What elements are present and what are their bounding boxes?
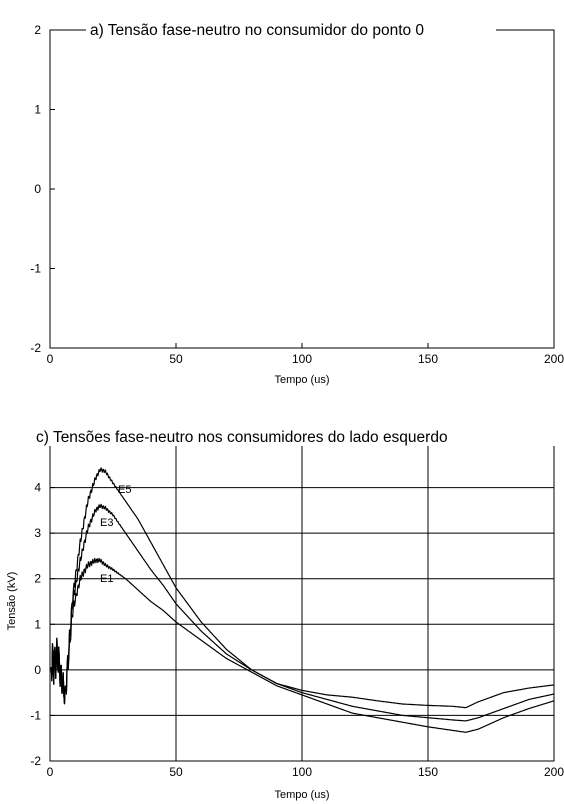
chart-a-title-background	[86, 14, 496, 40]
chart-a-ytick-label: 0	[34, 182, 41, 196]
chart-c-xlabel: Tempo (us)	[274, 789, 329, 801]
series-line-e3	[49, 503, 555, 722]
series-line-e5	[49, 467, 555, 709]
chart-a-ytick-label: -2	[30, 341, 41, 355]
chart-c-xtick-label: 100	[292, 765, 312, 779]
chart-a-xtick-label: 100	[292, 352, 312, 366]
chart-c-title: c) Tensões fase-neutro nos consumidores …	[36, 429, 448, 446]
chart-c-ytick-label: -2	[30, 754, 41, 768]
chart-c-ticks: 050100150200543210-1-2	[30, 435, 564, 779]
chart-a-ytick-label: 2	[34, 23, 41, 37]
chart-c-ytick-label: 2	[34, 572, 41, 586]
chart-a-plot-frame	[49, 29, 555, 349]
chart-a-ytick-label: 1	[34, 103, 41, 117]
chart-a-ticks: 0 50 100 150 200 2 1 0 -1 -2	[30, 23, 564, 366]
chart-c-ylabel: Tensão (kV)	[6, 572, 18, 631]
series-label-e3: E3	[100, 517, 113, 529]
chart-c-xtick-label: 50	[169, 765, 183, 779]
chart-c-ytick-label: 1	[34, 617, 41, 631]
chart-a-xtick-label: 200	[544, 352, 564, 366]
chart-a-title: a) Tensão fase-neutro no consumidor do p…	[90, 22, 424, 39]
chart-a-ytick-label: -1	[30, 262, 41, 276]
chart-c-xtick-label: 150	[418, 765, 438, 779]
chart-c-xtick-label: 200	[544, 765, 564, 779]
chart-c-ytick-label: -1	[30, 708, 41, 722]
chart-c-ytick-label: 0	[34, 663, 41, 677]
chart-a-xlabel: Tempo (us)	[274, 374, 329, 386]
chart-c-ytick-label: 4	[34, 481, 41, 495]
chart-c-series	[49, 467, 555, 733]
chart-a: 0 50 100 150 200 2 1 0 -1 -2 a) Tensão fase-neutr…	[30, 14, 564, 386]
chart-c-xtick-label: 0	[47, 765, 54, 779]
chart-a-xtick-label: 150	[418, 352, 438, 366]
chart-a-xtick-label: 0	[47, 352, 54, 366]
chart-c-title-background	[32, 426, 556, 446]
series-line-e1	[49, 557, 555, 733]
chart-c-ytick-label: 3	[34, 526, 41, 540]
chart-a-xtick-label: 50	[169, 352, 183, 366]
series-label-e1: E1	[100, 573, 113, 585]
series-label-e5: E5	[118, 484, 131, 496]
chart-c: 050100150200543210-1-2 c) Tensões fase-n…	[6, 426, 564, 801]
